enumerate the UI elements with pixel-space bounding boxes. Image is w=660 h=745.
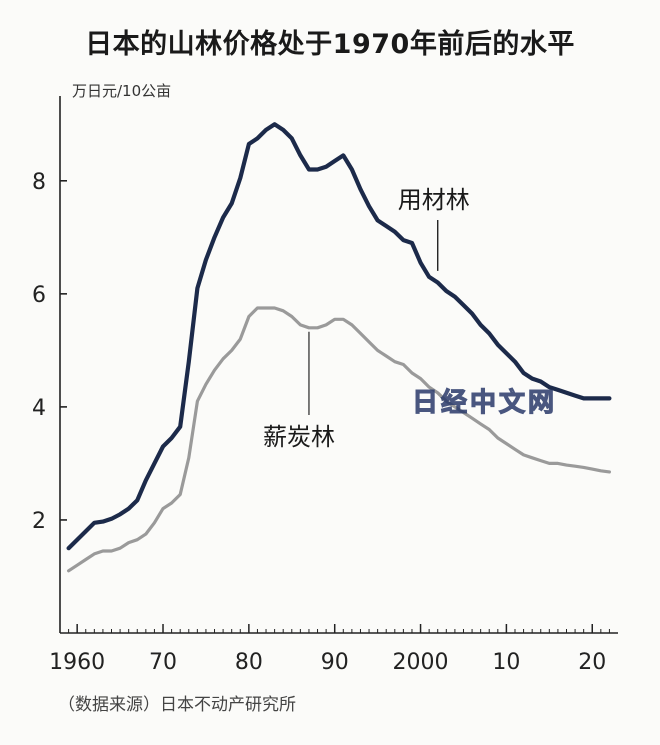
y-tick-label: 8 — [32, 170, 46, 195]
watermark: 日经中文网 — [411, 387, 558, 418]
series-line-timber — [66, 122, 612, 551]
source-note: （数据来源）日本不动产研究所 — [58, 695, 296, 715]
x-tick-label: 2000 — [393, 650, 449, 675]
x-tick-label: 10 — [492, 650, 520, 675]
x-tick-label: 70 — [149, 650, 177, 675]
y-axis-unit-label: 万日元/10公亩 — [72, 82, 172, 100]
y-tick-label: 2 — [32, 509, 46, 534]
y-tick-label: 6 — [32, 283, 46, 308]
x-tick-label: 80 — [235, 650, 263, 675]
y-tick-label: 4 — [32, 396, 46, 421]
x-tick-label: 20 — [578, 650, 606, 675]
x-tick-label: 1960 — [49, 650, 105, 675]
series-label-timber: 用材林 — [398, 186, 470, 214]
series-line-charcoal — [67, 306, 611, 573]
x-tick-label: 90 — [321, 650, 349, 675]
chart-title: 日本的山林价格处于1970年前后的水平 — [85, 29, 575, 60]
series-label-charcoal: 薪炭林 — [263, 423, 335, 451]
